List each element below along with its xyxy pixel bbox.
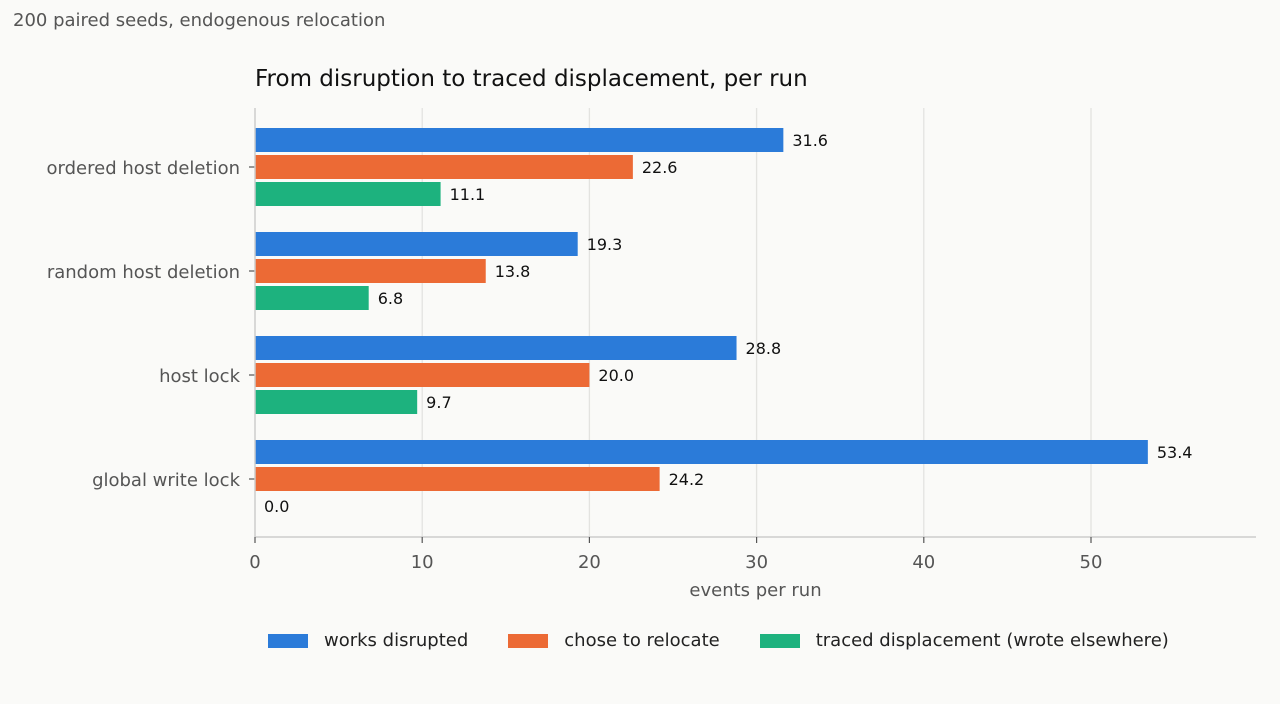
chart-title: From disruption to traced displacement, … — [255, 66, 808, 92]
data-label-works-disrupted-global-write-lock: 53.4 — [1157, 443, 1193, 462]
x-tick-label-10: 10 — [411, 552, 434, 573]
bar-works-disrupted-ordered-host-deletion — [255, 128, 784, 152]
data-label-works-disrupted-host-lock: 28.8 — [746, 339, 782, 358]
bar-works-disrupted-global-write-lock — [255, 440, 1148, 464]
bar-traced-displacement-wrote-elsewhere-ordered-host-deletion — [255, 182, 441, 206]
chart-legend: works disrupted chose to relocate traced… — [268, 630, 1169, 651]
bar-chose-to-relocate-global-write-lock — [255, 467, 660, 491]
data-label-works-disrupted-ordered-host-deletion: 31.6 — [792, 131, 828, 150]
x-tick-label-30: 30 — [745, 552, 768, 573]
legend-item-chose-to-relocate: chose to relocate — [508, 630, 720, 651]
data-label-chose-to-relocate-global-write-lock: 24.2 — [669, 470, 705, 489]
y-tick-label-global-write-lock: global write lock — [92, 470, 241, 491]
data-label-traced-displacement-wrote-elsewhere-global-write-lock: 0.0 — [264, 497, 289, 516]
legend-item-traced-displacement: traced displacement (wrote elsewhere) — [759, 630, 1169, 651]
data-label-works-disrupted-random-host-deletion: 19.3 — [587, 235, 623, 254]
data-label-chose-to-relocate-random-host-deletion: 13.8 — [495, 262, 531, 281]
x-tick-label-20: 20 — [578, 552, 601, 573]
data-label-traced-displacement-wrote-elsewhere-ordered-host-deletion: 11.1 — [450, 185, 486, 204]
x-tick-label-50: 50 — [1080, 552, 1103, 573]
bar-traced-displacement-wrote-elsewhere-host-lock — [255, 390, 418, 414]
data-label-chose-to-relocate-ordered-host-deletion: 22.6 — [642, 158, 678, 177]
legend-label-traced-displacement: traced displacement (wrote elsewhere) — [815, 630, 1169, 651]
legend-label-chose-to-relocate: chose to relocate — [564, 630, 720, 651]
bar-chose-to-relocate-host-lock — [255, 363, 590, 387]
legend-swatch-works-disrupted — [268, 633, 308, 648]
x-axis-label: events per run — [689, 580, 821, 601]
data-label-chose-to-relocate-host-lock: 20.0 — [598, 366, 634, 385]
data-label-traced-displacement-wrote-elsewhere-random-host-deletion: 6.8 — [378, 289, 403, 308]
bar-traced-displacement-wrote-elsewhere-random-host-deletion — [255, 286, 369, 310]
bar-chose-to-relocate-ordered-host-deletion — [255, 155, 633, 179]
legend-item-works-disrupted: works disrupted — [268, 630, 468, 651]
chart-subtitle: 200 paired seeds, endogenous relocation — [13, 10, 386, 31]
x-tick-label-40: 40 — [912, 552, 935, 573]
x-tick-label-0: 0 — [249, 552, 260, 573]
data-label-traced-displacement-wrote-elsewhere-host-lock: 9.7 — [426, 393, 451, 412]
y-tick-label-host-lock: host lock — [159, 366, 240, 387]
bar-works-disrupted-host-lock — [255, 336, 737, 360]
y-tick-label-ordered-host-deletion: ordered host deletion — [47, 158, 240, 179]
bar-works-disrupted-random-host-deletion — [255, 232, 578, 256]
legend-swatch-chose-to-relocate — [508, 633, 549, 648]
legend-swatch-traced-displacement — [759, 633, 800, 648]
y-tick-label-random-host-deletion: random host deletion — [47, 262, 240, 283]
legend-label-works-disrupted: works disrupted — [324, 630, 469, 651]
bar-chose-to-relocate-random-host-deletion — [255, 259, 486, 283]
